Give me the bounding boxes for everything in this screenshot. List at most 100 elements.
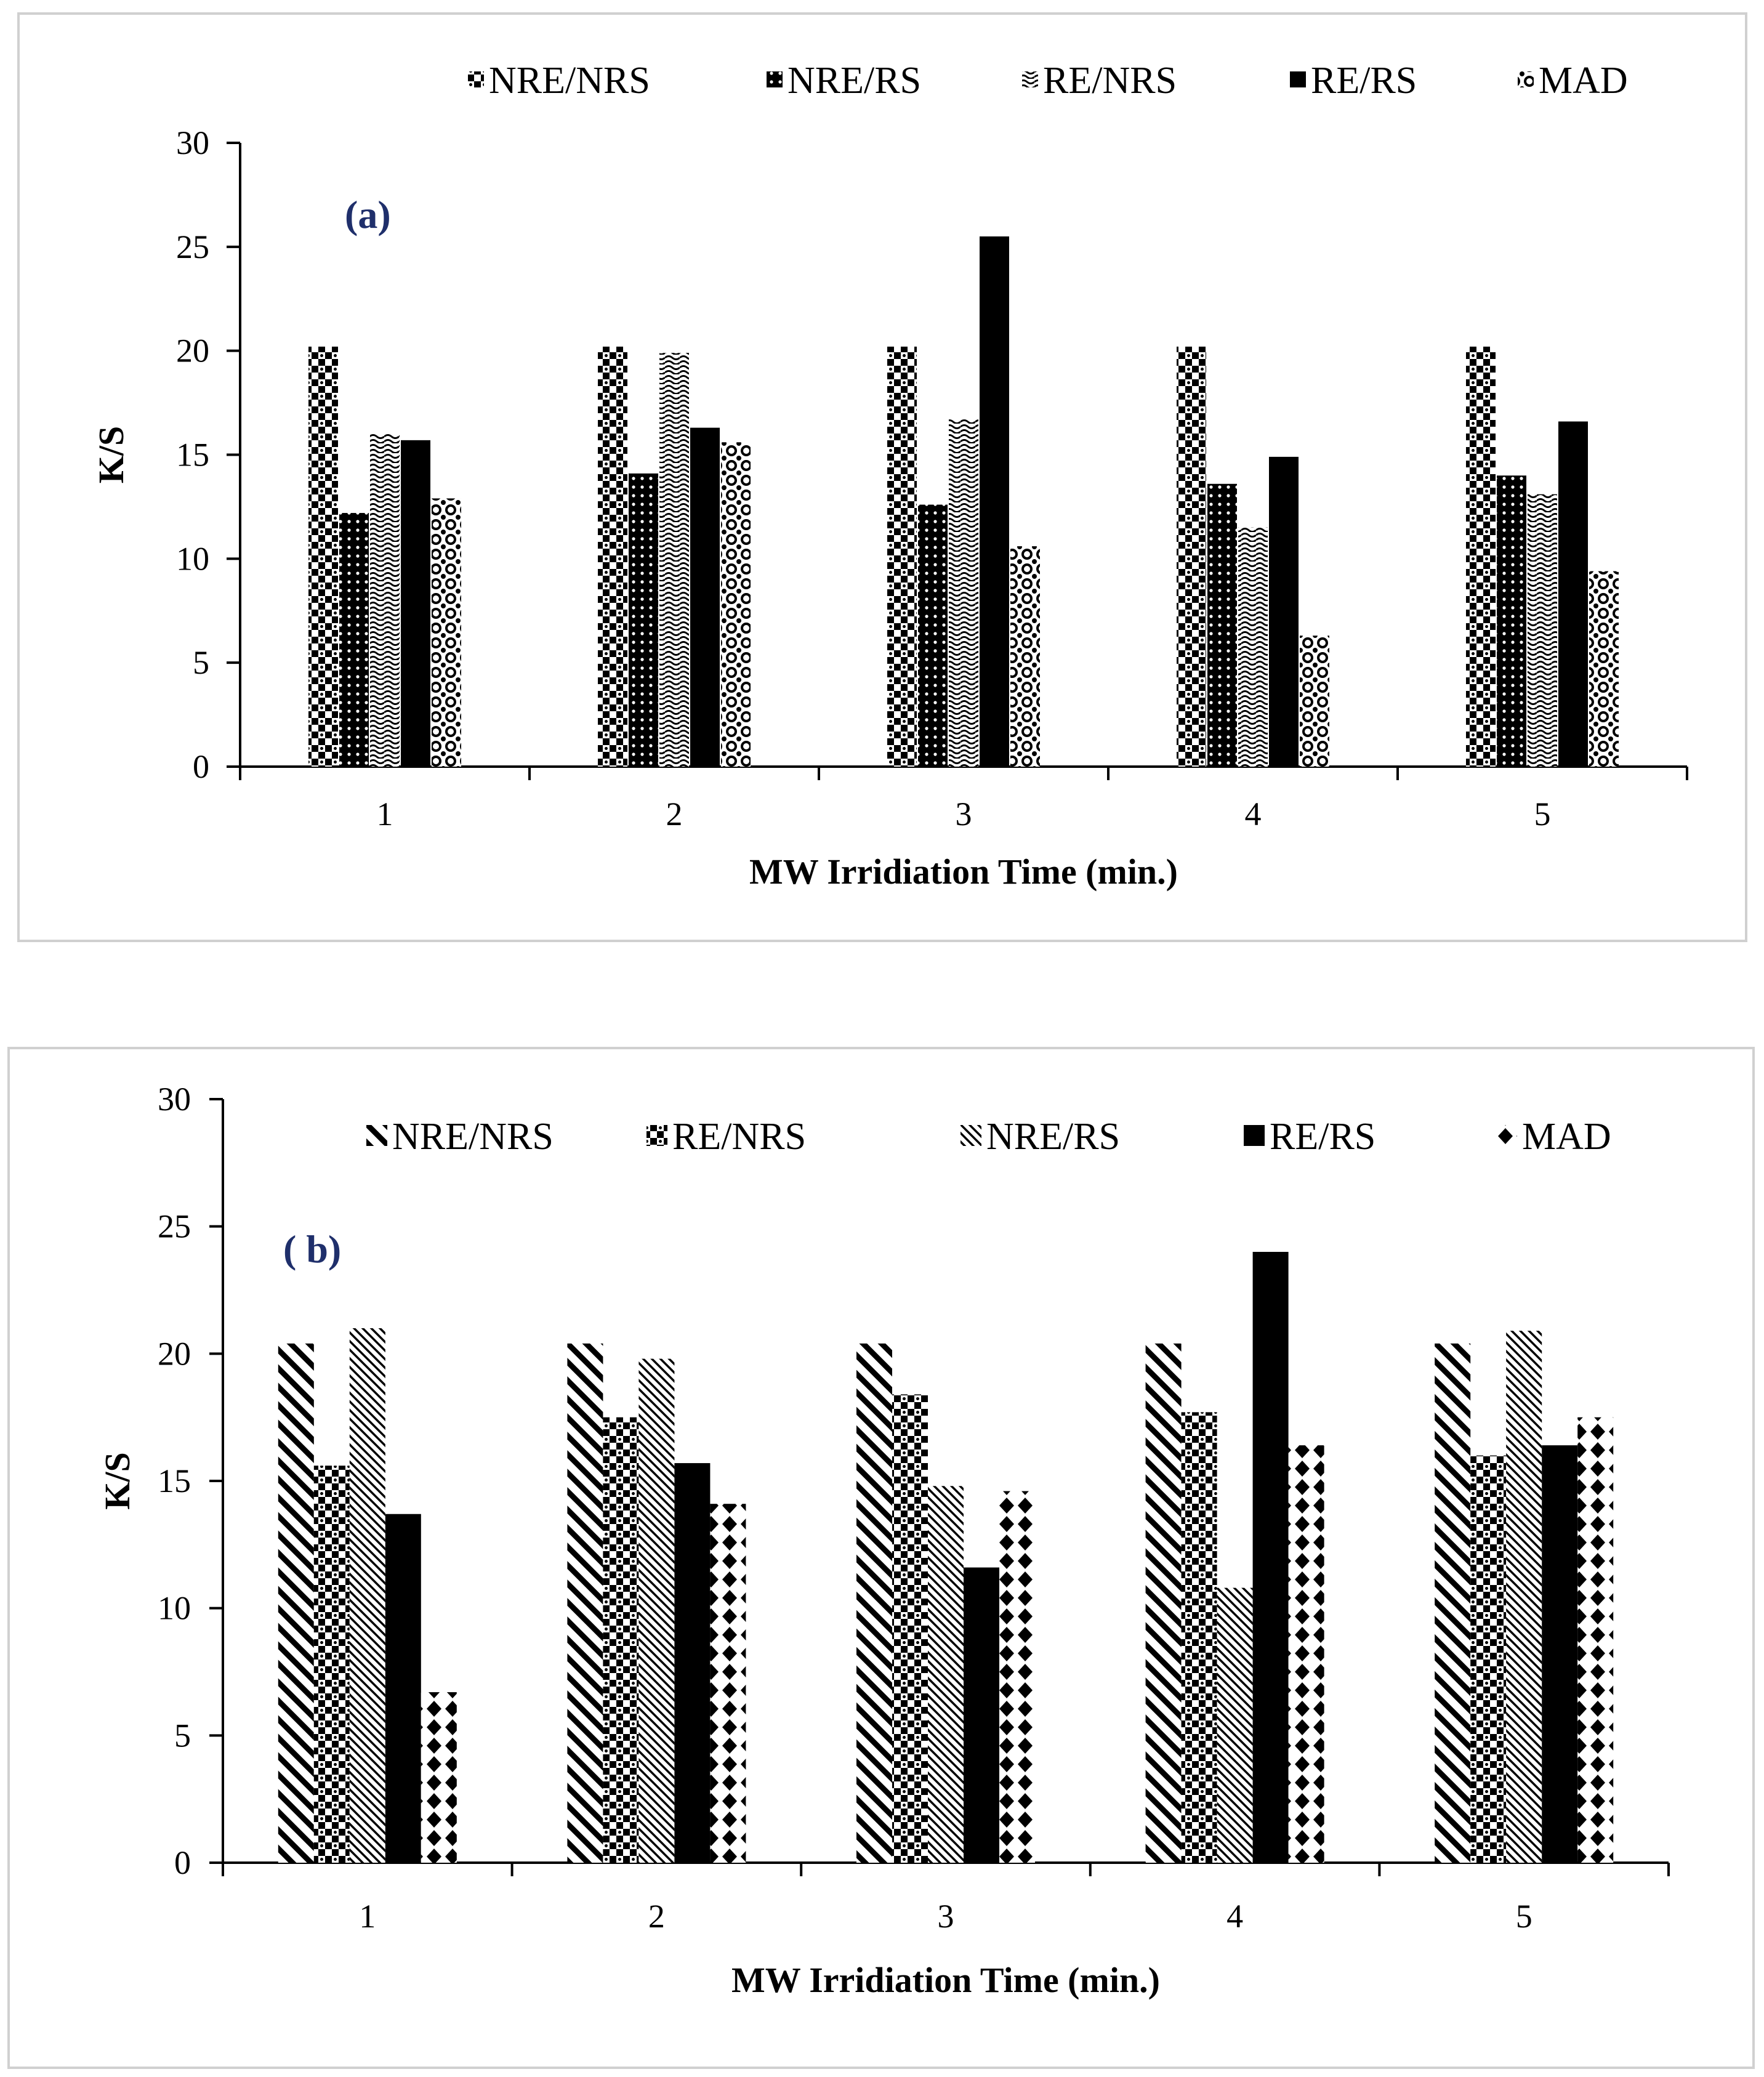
- y-tick-label: 25: [176, 228, 209, 265]
- legend-swatch: [1022, 71, 1038, 87]
- y-tick-label: 30: [158, 1081, 191, 1118]
- bar-mad-2: [710, 1504, 746, 1863]
- bar-mad-5: [1577, 1417, 1614, 1863]
- legend-label: RE/NRS: [672, 1116, 806, 1158]
- legend-swatch: [366, 1125, 387, 1146]
- bar-re-nrs-5: [1528, 494, 1557, 767]
- bar-re-nrs-3: [892, 1394, 928, 1863]
- bar-re-rs-3: [964, 1567, 999, 1863]
- bar-nre-nrs-3: [856, 1343, 892, 1863]
- chart-panel-a: [17, 12, 1747, 942]
- legend-label: RE/RS: [1270, 1116, 1375, 1158]
- chart-a: 0 5 10 15 20 25 30 1 2 3 4 5 NRE/NRS NRE/RS RE/NRS RE/R…: [91, 60, 1688, 892]
- y-tick-label: 20: [158, 1335, 191, 1372]
- legend-label: RE/NRS: [1043, 60, 1177, 102]
- bar-nre-rs-4: [1217, 1587, 1253, 1863]
- bar-re-nrs-3: [949, 419, 978, 767]
- x-tick-label: 3: [956, 796, 972, 833]
- x-tick-label: 5: [1516, 1898, 1532, 1935]
- x-tick-label: 1: [359, 1898, 376, 1935]
- legend-swatch: [767, 71, 783, 87]
- bar-nre-rs-2: [629, 473, 658, 767]
- x-tick-label: 1: [377, 796, 393, 833]
- bar-nre-nrs-5: [1466, 346, 1496, 767]
- x-tick-label: 5: [1534, 796, 1551, 833]
- bar-re-rs-4: [1269, 456, 1299, 767]
- legend-label: MAD: [1539, 60, 1628, 102]
- y-tick-label: 25: [158, 1208, 191, 1245]
- bar-nre-nrs-1: [308, 346, 338, 767]
- legend-label: MAD: [1522, 1116, 1611, 1158]
- bar-nre-nrs-2: [567, 1343, 603, 1863]
- bar-mad-3: [999, 1491, 1035, 1863]
- legend-swatch: [1290, 71, 1306, 87]
- legend-swatch: [1518, 71, 1534, 87]
- bar-re-nrs-2: [603, 1417, 639, 1863]
- chart-b: 0 5 10 15 20 25 30 1 2 3 4 5 NRE/NRS RE/NRS NRE/RS RE/R…: [97, 1081, 1670, 2000]
- x-axis-title: MW Irridiation Time (min.): [749, 852, 1178, 892]
- bar-nre-nrs-1: [278, 1343, 314, 1863]
- bar-re-rs-1: [401, 440, 430, 767]
- bar-nre-rs-3: [918, 504, 948, 767]
- bar-re-nrs-2: [659, 353, 689, 767]
- legend-label: NRE/RS: [986, 1116, 1120, 1158]
- bar-re-rs-2: [674, 1463, 711, 1863]
- legend-swatch: [1496, 1125, 1517, 1146]
- bar-nre-rs-1: [339, 513, 369, 767]
- bar-nre-nrs-4: [1177, 346, 1206, 767]
- bar-re-rs-1: [385, 1514, 421, 1863]
- y-tick-label: 15: [158, 1462, 191, 1499]
- legend-label: RE/RS: [1311, 60, 1417, 102]
- panel-label: ( b): [283, 1227, 341, 1271]
- bar-re-nrs-1: [313, 1466, 350, 1863]
- y-axis-title: K/S: [97, 1452, 137, 1510]
- legend-label: NRE/RS: [787, 60, 921, 102]
- legend-swatch: [961, 1125, 981, 1146]
- bar-re-rs-3: [980, 236, 1009, 767]
- bar-re-nrs-4: [1181, 1412, 1217, 1863]
- y-tick-label: 0: [193, 748, 209, 785]
- legend-swatch: [468, 71, 484, 87]
- bar-nre-rs-5: [1506, 1331, 1542, 1863]
- y-tick-label: 20: [176, 333, 209, 369]
- x-tick-label: 3: [938, 1898, 954, 1935]
- y-tick-label: 0: [174, 1844, 191, 1881]
- bar-nre-nrs-5: [1435, 1343, 1471, 1863]
- bar-re-nrs-1: [370, 434, 400, 767]
- bar-re-nrs-5: [1470, 1455, 1507, 1863]
- bar-mad-2: [721, 442, 751, 767]
- bar-re-rs-5: [1558, 421, 1588, 767]
- bar-mad-1: [432, 498, 461, 767]
- bar-nre-rs-3: [928, 1486, 964, 1863]
- legend-swatch: [646, 1125, 667, 1146]
- bar-nre-nrs-3: [887, 346, 917, 767]
- bar-nre-nrs-2: [598, 346, 627, 767]
- bar-mad-4: [1300, 635, 1329, 767]
- x-tick-label: 2: [648, 1898, 665, 1935]
- bar-re-rs-2: [690, 427, 720, 767]
- bar-mad-4: [1288, 1445, 1324, 1863]
- y-tick-label: 10: [176, 540, 209, 577]
- bar-re-rs-4: [1252, 1252, 1289, 1863]
- legend-swatch: [1244, 1125, 1265, 1146]
- legend-label: NRE/NRS: [489, 60, 650, 102]
- legend-label: NRE/NRS: [392, 1116, 554, 1158]
- x-tick-label: 4: [1226, 1898, 1243, 1935]
- y-tick-label: 15: [176, 437, 209, 474]
- y-axis-title: K/S: [91, 426, 131, 484]
- bar-nre-nrs-4: [1145, 1343, 1182, 1863]
- bar-nre-rs-1: [349, 1328, 385, 1863]
- panel-label: (a): [345, 193, 391, 236]
- x-tick-label: 2: [666, 796, 683, 833]
- bar-nre-rs-2: [638, 1358, 675, 1863]
- y-tick-label: 5: [193, 644, 209, 681]
- x-tick-label: 4: [1245, 796, 1262, 833]
- x-axis-title: MW Irridiation Time (min.): [731, 1960, 1160, 2000]
- y-tick-label: 30: [176, 124, 209, 161]
- bar-nre-rs-4: [1207, 483, 1237, 767]
- bar-mad-3: [1010, 546, 1040, 767]
- y-tick-label: 5: [174, 1717, 191, 1754]
- bar-re-nrs-4: [1238, 527, 1268, 767]
- bar-mad-1: [421, 1692, 457, 1863]
